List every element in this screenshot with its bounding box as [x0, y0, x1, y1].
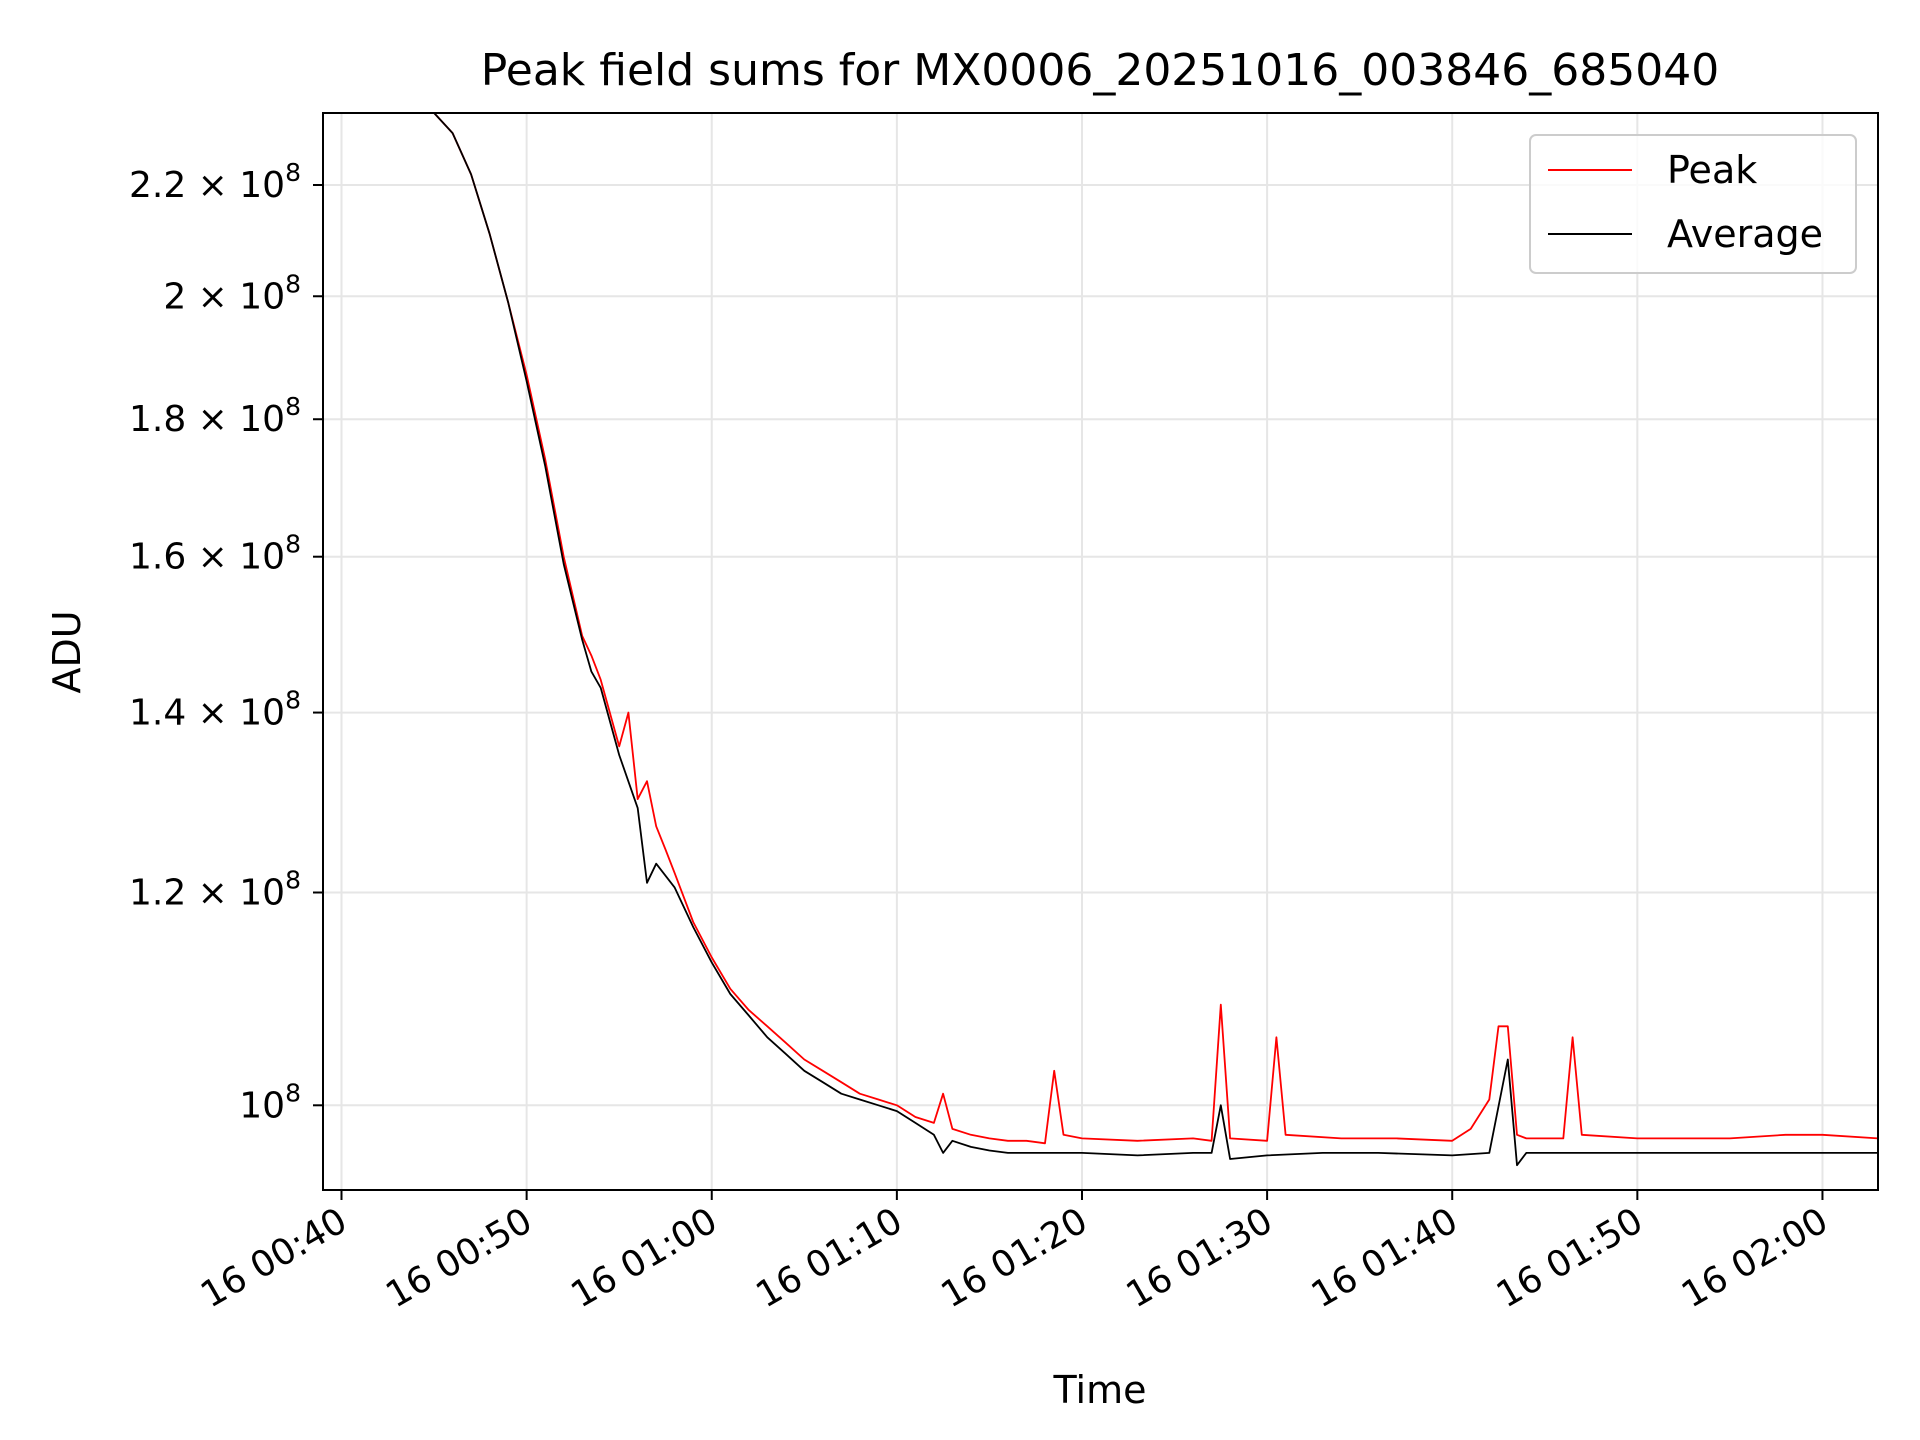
plot-frame [322, 112, 1879, 1191]
y-tick-label: 1.4 × 108 [129, 686, 301, 734]
legend: Peak Average [1529, 134, 1857, 274]
legend-label-peak: Peak [1667, 148, 1757, 192]
grid-layer [323, 113, 1878, 1190]
y-tick-label: 108 [239, 1078, 301, 1126]
y-tick-label: 2 × 108 [163, 269, 301, 317]
chart-title: Peak field sums for MX0006_20251016_0038… [481, 45, 1719, 96]
series-layer [341, 112, 1879, 1167]
y-tick-label: 1.6 × 108 [129, 530, 301, 578]
x-axis-label: Time [1053, 1368, 1147, 1412]
y-axis-label: ADU [45, 610, 89, 693]
y-tick-label: 2.2 × 108 [129, 158, 301, 206]
y-tick-label: 1.2 × 108 [129, 865, 301, 913]
y-tick-label: 1.8 × 108 [129, 392, 301, 440]
series-line-peak [341, 112, 1879, 1145]
legend-label-average: Average [1667, 212, 1823, 256]
series-line-average [341, 112, 1878, 1167]
